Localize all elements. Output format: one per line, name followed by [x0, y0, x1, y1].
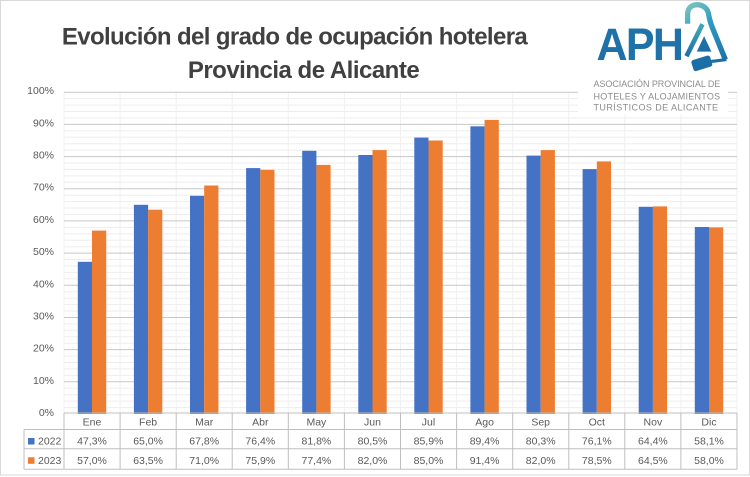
svg-text:58,1%: 58,1% [694, 436, 724, 448]
svg-text:64,4%: 64,4% [638, 436, 668, 448]
svg-text:65,0%: 65,0% [133, 436, 163, 448]
svg-text:76,4%: 76,4% [245, 436, 275, 448]
svg-text:77,4%: 77,4% [302, 455, 332, 467]
svg-text:10%: 10% [33, 375, 54, 387]
svg-text:71,0%: 71,0% [189, 455, 219, 467]
svg-text:2022: 2022 [38, 436, 62, 448]
svg-text:80,5%: 80,5% [358, 436, 388, 448]
svg-text:Feb: Feb [139, 417, 157, 429]
svg-text:67,8%: 67,8% [189, 436, 219, 448]
svg-text:Evolución del grado de ocupaci: Evolución del grado de ocupación hoteler… [62, 23, 529, 50]
svg-text:85,0%: 85,0% [414, 455, 444, 467]
svg-text:76,1%: 76,1% [582, 436, 612, 448]
svg-text:May: May [306, 417, 327, 429]
svg-text:Jun: Jun [364, 417, 381, 429]
svg-text:82,0%: 82,0% [358, 455, 388, 467]
svg-text:64,5%: 64,5% [638, 455, 668, 467]
svg-text:Oct: Oct [589, 417, 605, 429]
svg-text:APH: APH [597, 20, 683, 70]
svg-text:30%: 30% [33, 311, 54, 323]
svg-text:78,5%: 78,5% [582, 455, 612, 467]
svg-text:80%: 80% [33, 150, 54, 162]
svg-text:Nov: Nov [644, 417, 663, 429]
svg-text:47,3%: 47,3% [77, 436, 107, 448]
svg-text:80,3%: 80,3% [526, 436, 556, 448]
svg-text:50%: 50% [33, 246, 54, 258]
svg-text:TURÍSTICOS DE ALICANTE: TURÍSTICOS DE ALICANTE [594, 103, 719, 113]
svg-text:60%: 60% [33, 214, 54, 226]
svg-text:ASOCIACIÓN PROVINCIAL DE: ASOCIACIÓN PROVINCIAL DE [594, 79, 721, 89]
svg-text:100%: 100% [27, 85, 54, 97]
svg-text:91,4%: 91,4% [470, 455, 500, 467]
svg-text:Jul: Jul [422, 417, 435, 429]
svg-text:85,9%: 85,9% [414, 436, 444, 448]
svg-text:81,8%: 81,8% [302, 436, 332, 448]
svg-text:Abr: Abr [252, 417, 269, 429]
svg-text:HOTELES Y ALOJAMIENTOS: HOTELES Y ALOJAMIENTOS [594, 91, 721, 101]
svg-text:Ago: Ago [475, 417, 494, 429]
svg-text:75,9%: 75,9% [245, 455, 275, 467]
svg-text:2023: 2023 [38, 455, 62, 467]
svg-text:63,5%: 63,5% [133, 455, 163, 467]
svg-text:Mar: Mar [195, 417, 214, 429]
svg-text:Ene: Ene [83, 417, 102, 429]
svg-text:20%: 20% [33, 343, 54, 355]
svg-text:70%: 70% [33, 182, 54, 194]
svg-text:82,0%: 82,0% [526, 455, 556, 467]
svg-text:Sep: Sep [531, 417, 550, 429]
svg-text:58,0%: 58,0% [694, 455, 724, 467]
svg-text:0%: 0% [39, 407, 54, 419]
svg-text:89,4%: 89,4% [470, 436, 500, 448]
svg-text:Provincia de Alicante: Provincia de Alicante [188, 57, 420, 84]
svg-text:Dic: Dic [701, 417, 716, 429]
svg-text:40%: 40% [33, 278, 54, 290]
svg-text:90%: 90% [33, 117, 54, 129]
svg-text:57,0%: 57,0% [77, 455, 107, 467]
